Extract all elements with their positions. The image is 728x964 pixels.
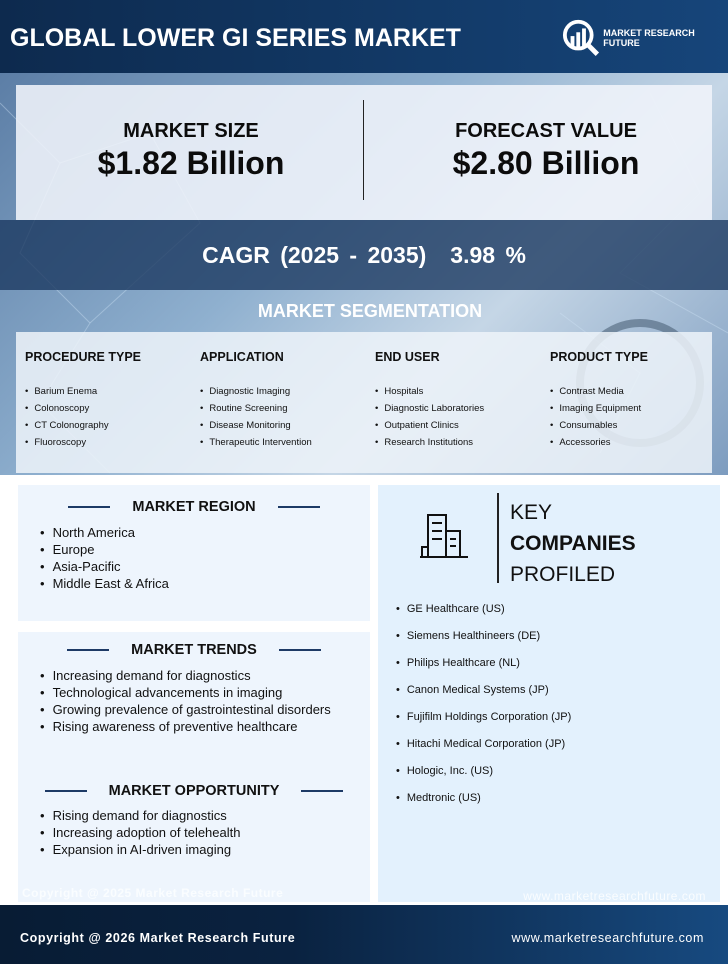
segment-item: Therapeutic Intervention <box>200 437 370 448</box>
trends-list: Increasing demand for diagnostics Technol… <box>40 668 331 736</box>
footer-copyright: Copyright @ 2026 Market Research Future <box>20 931 296 945</box>
companies-panel: KEY COMPANIES PROFILED GE Healthcare (US… <box>378 485 720 903</box>
segment-item: Colonoscopy <box>25 403 195 414</box>
trends-opportunity-panel: MARKET TRENDS Increasing demand for diag… <box>18 632 370 902</box>
companies-list: GE Healthcare (US) Siemens Healthineers (… <box>396 603 571 819</box>
segmentation-box: PROCEDURE TYPE Barium Enema Colonoscopy CT … <box>16 332 712 473</box>
region-title: MARKET REGION <box>18 499 370 515</box>
page-title: GLOBAL LOWER GI SERIES MARKET <box>10 24 461 52</box>
company-item: Hologic, Inc. (US) <box>396 765 571 777</box>
footer: Copyright @ 2026 Market Research Future … <box>0 905 728 964</box>
list-item: Technological advancements in imaging <box>40 685 331 700</box>
company-item: Medtronic (US) <box>396 792 571 804</box>
building-icon <box>420 514 468 558</box>
trends-title: MARKET TRENDS <box>18 642 370 658</box>
segment-item: Accessories <box>550 437 720 448</box>
segment-heading: PROCEDURE TYPE <box>25 350 141 364</box>
segment-item: Consumables <box>550 420 720 431</box>
forecast-value: FORECAST VALUE $2.80 Billion <box>376 120 716 182</box>
logo-magnifier-icon <box>562 19 600 56</box>
list-item: Rising demand for diagnostics <box>40 808 240 823</box>
segment-item: Diagnostic Laboratories <box>375 403 545 414</box>
segment-item: Contrast Media <box>550 386 720 397</box>
company-item: Siemens Healthineers (DE) <box>396 630 571 642</box>
company-item: Hitachi Medical Corporation (JP) <box>396 738 571 750</box>
company-item: Canon Medical Systems (JP) <box>396 684 571 696</box>
cagr-label: CAGR (2025 - 2035) <box>202 242 427 268</box>
cagr-value: 3.98 % <box>450 242 526 268</box>
company-item: GE Healthcare (US) <box>396 603 571 615</box>
title-line: KEY <box>510 501 553 524</box>
market-size: MARKET SIZE $1.82 Billion <box>21 120 361 182</box>
segmentation-title: MARKET SEGMENTATION <box>257 301 483 321</box>
segment-item: Barium Enema <box>25 386 195 397</box>
divider <box>497 493 499 583</box>
hero-section: MARKET SIZE $1.82 Billion FORECAST VALUE… <box>0 73 728 475</box>
header: GLOBAL LOWER GI SERIES MARKET MARKET RES… <box>0 0 728 73</box>
list-item: Asia-Pacific <box>40 559 169 574</box>
footer-website-link[interactable]: www.marketresearchfuture.com <box>511 931 704 945</box>
segment-heading: PRODUCT TYPE <box>550 350 648 364</box>
segment-item: Disease Monitoring <box>200 420 370 431</box>
segment-item: Hospitals <box>375 386 545 397</box>
region-list: North America Europe Asia-Pacific Middle Ea… <box>40 525 169 593</box>
segment-item: CT Colonography <box>25 420 195 431</box>
segment-procedure-type: PROCEDURE TYPE Barium Enema Colonoscopy CT … <box>25 350 195 454</box>
cagr-band: CAGR (2025 - 2035) 3.98 % <box>0 220 728 290</box>
market-size-box: MARKET SIZE $1.82 Billion FORECAST VALUE… <box>16 85 712 220</box>
list-item: Expansion in AI-driven imaging <box>40 842 240 857</box>
forecast-amount: $2.80 Billion <box>452 145 640 181</box>
title-line: COMPANIES <box>510 532 636 555</box>
list-item: Rising awareness of preventive healthcar… <box>40 719 331 734</box>
segment-application: APPLICATION Diagnostic Imaging Routine Scr… <box>200 350 370 454</box>
ghost-website: www.marketresearchfuture.com <box>523 889 706 903</box>
market-size-value: $1.82 Billion <box>97 145 285 181</box>
opportunity-list: Rising demand for diagnostics Increasing … <box>40 808 241 859</box>
segment-heading: END USER <box>375 350 440 364</box>
title-line: PROFILED <box>510 563 616 586</box>
list-item: Increasing adoption of telehealth <box>40 825 241 840</box>
list-item: North America <box>40 525 169 540</box>
segment-product-type: PRODUCT TYPE Contrast Media Imaging Equipm… <box>550 350 720 454</box>
list-item: Europe <box>40 542 169 557</box>
forecast-label: FORECAST VALUE <box>455 120 637 142</box>
market-size-label: MARKET SIZE <box>123 120 259 142</box>
segment-item: Research Institutions <box>375 437 545 448</box>
company-item: Philips Healthcare (NL) <box>396 657 571 669</box>
list-item: Increasing demand for diagnostics <box>40 668 331 683</box>
segment-end-user: END USER Hospitals Diagnostic Laboratories… <box>375 350 545 454</box>
segment-heading: APPLICATION <box>200 350 284 364</box>
segment-item: Diagnostic Imaging <box>200 386 370 397</box>
companies-title: KEY COMPANIES PROFILED <box>510 497 636 590</box>
logo-text: MARKET RESEARCH FUTURE <box>603 28 695 48</box>
list-item: Middle East & Africa <box>40 576 169 591</box>
market-region-panel: MARKET REGION North America Europe Asia-Pa… <box>18 485 370 621</box>
list-item: Growing prevalence of gastrointestinal d… <box>40 702 331 717</box>
opportunity-title: MARKET OPPORTUNITY <box>18 783 370 799</box>
segment-item: Routine Screening <box>200 403 370 414</box>
company-item: Fujifilm Holdings Corporation (JP) <box>396 711 571 723</box>
segment-item: Imaging Equipment <box>550 403 720 414</box>
segment-item: Fluoroscopy <box>25 437 195 448</box>
ghost-copyright: Copyright @ 2025 Market Research Future <box>22 886 284 900</box>
divider <box>363 100 364 200</box>
logo: MARKET RESEARCH FUTURE ® <box>562 18 728 58</box>
segment-item: Outpatient Clinics <box>375 420 545 431</box>
